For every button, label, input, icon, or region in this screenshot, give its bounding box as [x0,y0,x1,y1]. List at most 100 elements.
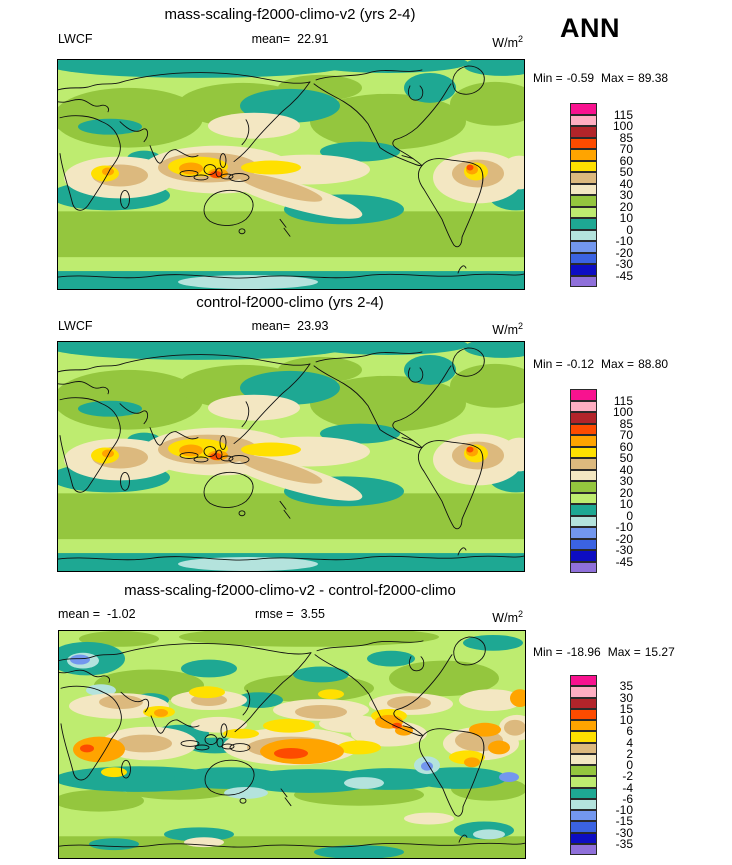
colorbar-swatch [570,446,597,458]
colorbar-swatch [570,160,597,172]
colorbar-swatch [570,798,597,810]
units-label: W/m2 [492,34,523,51]
colorbar-swatch [570,275,597,287]
colorbar-level-label: 10 [619,713,633,727]
colorbar: 115 100 85 70 60 50 40 30 20 10 0 -10 -20 -30 -45 [570,389,640,573]
colorbar-swatch [570,561,597,573]
colorbar-level-label: -10 [615,520,633,534]
max-value: 89.38 [638,71,669,85]
colorbar-swatch [570,742,597,754]
colorbar-swatch [570,149,597,161]
colorbar-swatch [570,264,597,276]
map-difference [58,630,526,859]
colorbar-level-label: -10 [615,803,633,817]
colorbar-level-label: 10 [619,211,633,225]
colorbar-swatch [570,776,597,788]
max-value: 88.80 [638,357,669,371]
colorbar-level-label: 30 [619,474,633,488]
colorbar-swatch [570,241,597,253]
colorbar-swatch [570,458,597,470]
colorbar-level-label: 85 [619,130,633,145]
colorbar-level-label: -30 [615,543,633,557]
variable-label: LWCF [58,319,93,333]
colorbar-swatch [570,538,597,550]
colorbar-swatch [570,389,597,401]
colorbar-level-label: 100 [612,119,633,133]
minmax-line: Min = -0.59 Max = 89.38 [533,71,668,85]
min-label: Min = [533,357,563,371]
colorbar-level-label: 85 [619,416,633,431]
colorbar-level-label: 30 [619,690,633,705]
colorbar-level-label: 50 [619,165,633,179]
map-model-b [57,341,525,572]
colorbar-level-label: -30 [615,825,633,840]
colorbar-swatch [570,821,597,833]
colorbar-swatch [570,504,597,516]
colorbar-level-label: 20 [619,485,633,500]
variable-label: LWCF [58,32,93,46]
units-exponent: 2 [517,609,523,619]
colorbar-swatch [570,103,597,115]
colorbar-level-label: 0 [626,222,633,237]
colorbar-swatch [570,206,597,218]
colorbar-swatch [570,423,597,435]
colorbar-swatch [570,832,597,844]
rmse-value: 3.55 [300,607,325,621]
colorbar-level-label: -10 [615,234,633,248]
mean-label: mean= [251,32,291,46]
colorbar-level-label: 70 [619,428,633,442]
colorbar-level-label: 40 [619,176,633,191]
minmax-line: Min = -0.12 Max = 88.80 [533,357,668,371]
min-value: -0.12 [566,357,595,371]
colorbar-level-label: 40 [619,462,633,477]
colorbar-swatch [570,515,597,527]
colorbar-swatch [570,765,597,777]
colorbar-level-label: 35 [619,679,633,694]
colorbar-swatch [570,843,597,855]
colorbar-swatch [570,697,597,709]
colorbar-swatch [570,412,597,424]
colorbar-swatch [570,787,597,799]
min-value: -0.59 [566,71,595,85]
colorbar: 115 100 85 70 60 50 40 30 20 10 0 -10 -20 -30 -45 [570,103,640,287]
colorbar-level-label: 100 [612,405,633,419]
units-label: W/m2 [492,609,523,626]
colorbar-swatch [570,708,597,720]
mean-stat: mean= 23.93 [57,319,523,334]
colorbar-level-label: 70 [619,142,633,156]
mean-stat: mean = -1.02 [58,607,136,622]
colorbar-swatch [570,469,597,481]
max-value: 15.27 [644,645,675,659]
colorbar-level-label: -2 [622,769,633,784]
colorbar-swatch [570,686,597,698]
colorbar-swatch [570,731,597,743]
units-label: W/m2 [492,321,523,338]
mean-label: mean= [251,319,291,333]
colorbar-swatch [570,114,597,126]
colorbar-level-label: -30 [615,257,633,271]
min-label: Min = [533,71,563,85]
colorbar-swatch [570,753,597,765]
colorbar-swatch [570,229,597,241]
stats-row: mean = -1.02 rmse = 3.55 W/m2 [57,607,523,626]
rmse-label: rmse = [255,607,294,621]
colorbar-level-label: 30 [619,188,633,202]
colorbar-swatch [570,481,597,493]
colorbar-level-label: 50 [619,451,633,465]
colorbar-level-label: 15 [619,701,633,716]
colorbar: 35 30 15 10 6 4 2 0 -2 -4 -6 -10 -15 -30 -35 [570,675,640,855]
colorbar-level-label: 115 [613,393,633,408]
mean-value: -1.02 [107,607,136,621]
colorbar-level-label: 0 [626,508,633,523]
units-exponent: 2 [517,321,523,331]
colorbar-swatch [570,137,597,149]
colorbar-level-label: 0 [626,758,633,772]
colorbar-level-label: -6 [622,791,633,806]
colorbar-swatch [570,720,597,732]
colorbar-swatch [570,810,597,822]
colorbar-swatch [570,172,597,184]
minmax-line: Min = -18.96 Max = 15.27 [533,645,675,659]
map-model-a [57,59,525,290]
colorbar-level-label: -4 [622,780,633,795]
